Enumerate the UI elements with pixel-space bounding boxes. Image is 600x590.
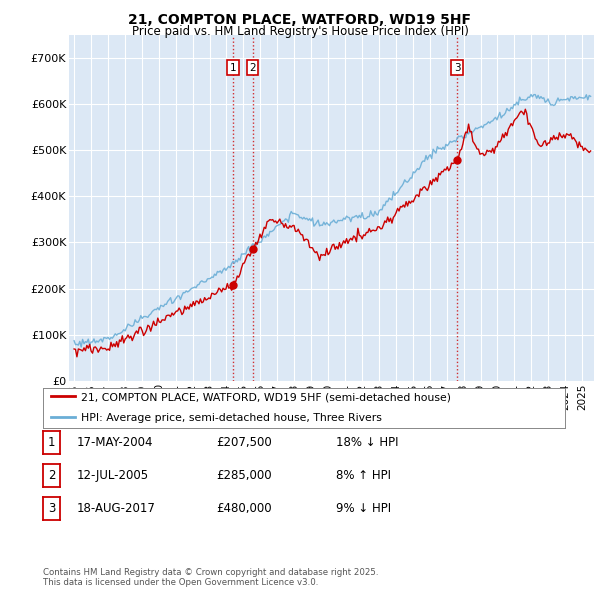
Text: 1: 1 [48, 436, 55, 449]
Text: 2: 2 [48, 469, 55, 482]
Text: 3: 3 [454, 63, 461, 73]
Text: £207,500: £207,500 [216, 436, 272, 449]
Text: 18% ↓ HPI: 18% ↓ HPI [336, 436, 398, 449]
Text: 8% ↑ HPI: 8% ↑ HPI [336, 469, 391, 482]
Text: 18-AUG-2017: 18-AUG-2017 [77, 502, 155, 515]
Text: 1: 1 [230, 63, 236, 73]
Text: 3: 3 [48, 502, 55, 515]
Text: 2: 2 [249, 63, 256, 73]
Text: 21, COMPTON PLACE, WATFORD, WD19 5HF (semi-detached house): 21, COMPTON PLACE, WATFORD, WD19 5HF (se… [81, 392, 451, 402]
Text: HPI: Average price, semi-detached house, Three Rivers: HPI: Average price, semi-detached house,… [81, 413, 382, 422]
Text: £480,000: £480,000 [216, 502, 272, 515]
Text: Price paid vs. HM Land Registry's House Price Index (HPI): Price paid vs. HM Land Registry's House … [131, 25, 469, 38]
Text: Contains HM Land Registry data © Crown copyright and database right 2025.
This d: Contains HM Land Registry data © Crown c… [43, 568, 379, 587]
Text: 21, COMPTON PLACE, WATFORD, WD19 5HF: 21, COMPTON PLACE, WATFORD, WD19 5HF [128, 13, 472, 27]
Text: 17-MAY-2004: 17-MAY-2004 [77, 436, 154, 449]
Text: £285,000: £285,000 [216, 469, 272, 482]
Text: 12-JUL-2005: 12-JUL-2005 [77, 469, 149, 482]
Text: 9% ↓ HPI: 9% ↓ HPI [336, 502, 391, 515]
